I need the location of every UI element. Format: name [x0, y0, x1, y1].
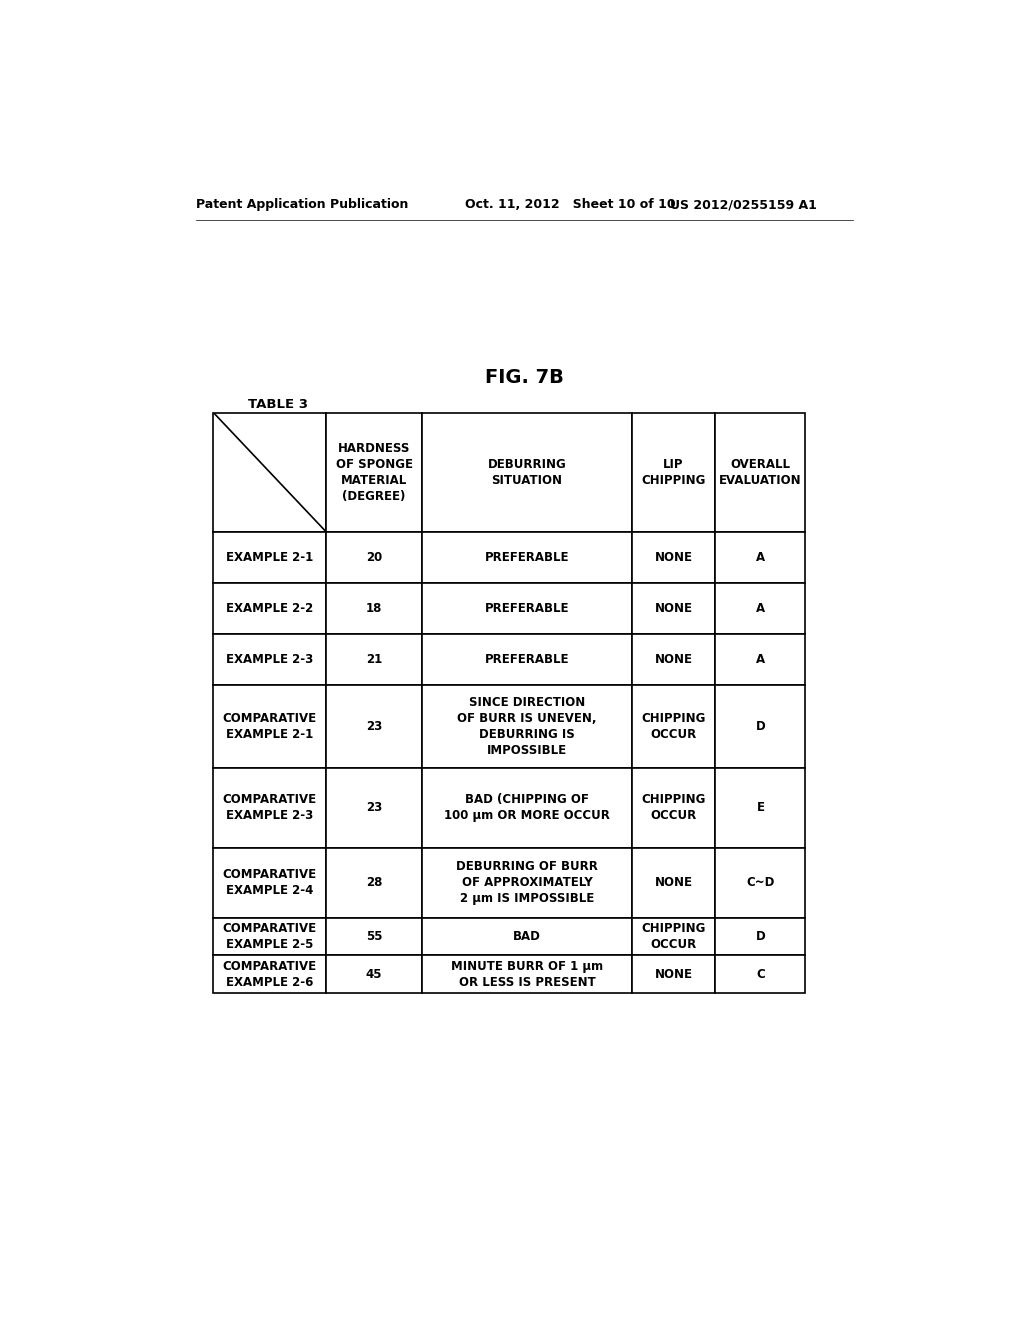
Bar — [326, 847, 422, 917]
Bar — [422, 685, 632, 768]
Bar — [326, 412, 422, 532]
Text: D: D — [756, 931, 765, 942]
Bar — [716, 634, 805, 685]
Bar — [326, 917, 422, 956]
Text: BAD: BAD — [513, 931, 541, 942]
Bar — [213, 532, 326, 583]
Text: A: A — [756, 602, 765, 615]
Text: CHIPPING
OCCUR: CHIPPING OCCUR — [641, 711, 706, 741]
Bar — [632, 847, 716, 917]
Bar — [716, 685, 805, 768]
Bar — [326, 634, 422, 685]
Text: DEBURRING OF BURR
OF APPROXIMATELY
2 μm IS IMPOSSIBLE: DEBURRING OF BURR OF APPROXIMATELY 2 μm … — [456, 861, 598, 906]
Text: NONE: NONE — [654, 876, 692, 890]
Text: NONE: NONE — [654, 602, 692, 615]
Bar — [213, 917, 326, 956]
Text: A: A — [756, 653, 765, 667]
Text: 23: 23 — [366, 801, 382, 814]
Bar — [632, 956, 716, 993]
Bar — [213, 768, 326, 847]
Text: MINUTE BURR OF 1 μm
OR LESS IS PRESENT: MINUTE BURR OF 1 μm OR LESS IS PRESENT — [451, 960, 603, 989]
Bar — [326, 768, 422, 847]
Bar — [422, 847, 632, 917]
Text: C~D: C~D — [746, 876, 774, 890]
Bar — [213, 685, 326, 768]
Text: LIP
CHIPPING: LIP CHIPPING — [641, 458, 706, 487]
Text: 28: 28 — [366, 876, 382, 890]
Bar — [716, 917, 805, 956]
Text: PREFERABLE: PREFERABLE — [484, 550, 569, 564]
Text: 21: 21 — [366, 653, 382, 667]
Text: EXAMPLE 2-2: EXAMPLE 2-2 — [226, 602, 313, 615]
Text: OVERALL
EVALUATION: OVERALL EVALUATION — [719, 458, 802, 487]
Bar — [632, 412, 716, 532]
Text: NONE: NONE — [654, 653, 692, 667]
Bar — [213, 412, 326, 532]
Text: D: D — [756, 719, 765, 733]
Text: Patent Application Publication: Patent Application Publication — [197, 198, 409, 211]
Text: E: E — [757, 801, 764, 814]
Bar — [632, 685, 716, 768]
Bar — [632, 768, 716, 847]
Text: 55: 55 — [366, 931, 382, 942]
Text: TABLE 3: TABLE 3 — [248, 399, 308, 412]
Text: Oct. 11, 2012   Sheet 10 of 10: Oct. 11, 2012 Sheet 10 of 10 — [465, 198, 676, 211]
Text: EXAMPLE 2-3: EXAMPLE 2-3 — [226, 653, 313, 667]
Text: CHIPPING
OCCUR: CHIPPING OCCUR — [641, 793, 706, 822]
Bar — [716, 412, 805, 532]
Bar — [326, 532, 422, 583]
Text: FIG. 7B: FIG. 7B — [485, 368, 564, 387]
Bar — [213, 634, 326, 685]
Text: A: A — [756, 550, 765, 564]
Text: HARDNESS
OF SPONGE
MATERIAL
(DEGREE): HARDNESS OF SPONGE MATERIAL (DEGREE) — [336, 442, 413, 503]
Bar — [422, 768, 632, 847]
Bar — [632, 634, 716, 685]
Text: 45: 45 — [366, 968, 382, 981]
Bar — [326, 956, 422, 993]
Text: COMPARATIVE
EXAMPLE 2-1: COMPARATIVE EXAMPLE 2-1 — [222, 711, 316, 741]
Bar — [716, 532, 805, 583]
Text: C: C — [756, 968, 765, 981]
Text: 23: 23 — [366, 719, 382, 733]
Text: 20: 20 — [366, 550, 382, 564]
Bar — [422, 532, 632, 583]
Bar — [716, 583, 805, 634]
Bar — [422, 634, 632, 685]
Text: EXAMPLE 2-1: EXAMPLE 2-1 — [226, 550, 313, 564]
Bar — [422, 583, 632, 634]
Text: SINCE DIRECTION
OF BURR IS UNEVEN,
DEBURRING IS
IMPOSSIBLE: SINCE DIRECTION OF BURR IS UNEVEN, DEBUR… — [458, 696, 597, 756]
Bar — [632, 532, 716, 583]
Text: US 2012/0255159 A1: US 2012/0255159 A1 — [671, 198, 817, 211]
Bar — [716, 768, 805, 847]
Text: NONE: NONE — [654, 550, 692, 564]
Text: COMPARATIVE
EXAMPLE 2-3: COMPARATIVE EXAMPLE 2-3 — [222, 793, 316, 822]
Text: DEBURRING
SITUATION: DEBURRING SITUATION — [487, 458, 566, 487]
Bar — [632, 583, 716, 634]
Bar — [213, 956, 326, 993]
Text: CHIPPING
OCCUR: CHIPPING OCCUR — [641, 923, 706, 952]
Bar — [422, 956, 632, 993]
Bar — [326, 583, 422, 634]
Text: BAD (CHIPPING OF
100 μm OR MORE OCCUR: BAD (CHIPPING OF 100 μm OR MORE OCCUR — [444, 793, 610, 822]
Bar — [326, 685, 422, 768]
Bar — [716, 847, 805, 917]
Text: PREFERABLE: PREFERABLE — [484, 653, 569, 667]
Bar — [422, 917, 632, 956]
Text: COMPARATIVE
EXAMPLE 2-6: COMPARATIVE EXAMPLE 2-6 — [222, 960, 316, 989]
Bar — [632, 917, 716, 956]
Bar — [213, 583, 326, 634]
Bar — [716, 956, 805, 993]
Text: PREFERABLE: PREFERABLE — [484, 602, 569, 615]
Text: COMPARATIVE
EXAMPLE 2-5: COMPARATIVE EXAMPLE 2-5 — [222, 923, 316, 952]
Text: NONE: NONE — [654, 968, 692, 981]
Bar — [422, 412, 632, 532]
Text: 18: 18 — [366, 602, 382, 615]
Bar — [213, 847, 326, 917]
Text: COMPARATIVE
EXAMPLE 2-4: COMPARATIVE EXAMPLE 2-4 — [222, 869, 316, 898]
